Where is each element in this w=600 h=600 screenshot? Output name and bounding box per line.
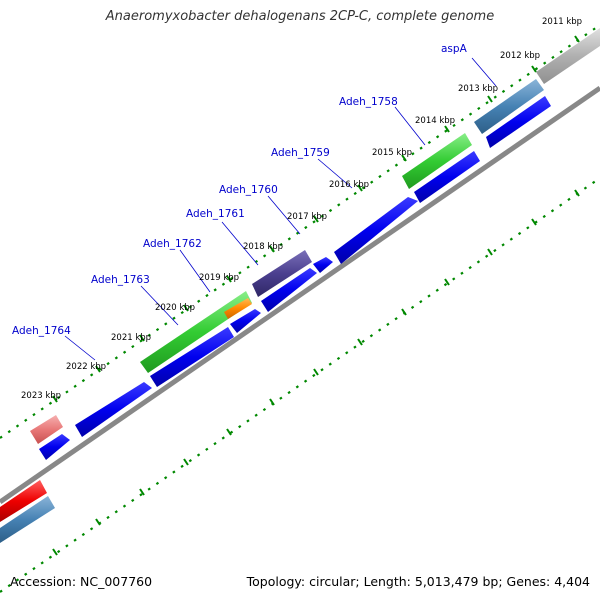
gene-label-Adeh_1760[interactable]: Adeh_1760 xyxy=(219,184,278,196)
kbp-label: 2017 kbp xyxy=(287,212,327,222)
kbp-labels: 2011 kbp 2012 kbp 2013 kbp 2014 kbp 2015… xyxy=(21,17,582,401)
genome-summary-text: Topology: circular; Length: 5,013,479 bp… xyxy=(246,574,590,589)
kbp-label: 2023 kbp xyxy=(21,391,61,401)
kbp-label: 2020 kbp xyxy=(155,303,195,313)
steelblue-feature[interactable] xyxy=(0,496,55,543)
cds-arrow[interactable] xyxy=(414,151,480,203)
orange-feature[interactable] xyxy=(224,298,252,319)
red-feature[interactable] xyxy=(0,480,47,522)
gene-label-Adeh_1758[interactable]: Adeh_1758 xyxy=(339,96,398,108)
cds-arrow[interactable] xyxy=(150,327,234,387)
kbp-label: 2012 kbp xyxy=(500,51,540,61)
inner-tick-track xyxy=(0,177,600,593)
cds-features xyxy=(39,96,551,460)
gene-label-Adeh_1759[interactable]: Adeh_1759 xyxy=(271,147,330,159)
kbp-label: 2015 kbp xyxy=(372,148,412,158)
kbp-label: 2021 kbp xyxy=(111,333,151,343)
outer-tick-track xyxy=(0,24,600,439)
gene-labels: aspA Adeh_1758 Adeh_1759 Adeh_1760 Adeh_… xyxy=(12,43,468,337)
major-ticks xyxy=(52,35,580,403)
inner-major-ticks xyxy=(52,189,580,556)
Adeh_1758-feature[interactable] xyxy=(402,133,472,189)
gray-feature[interactable] xyxy=(536,28,600,84)
accession-text: Accession: NC_007760 xyxy=(10,574,153,589)
kbp-label: 2013 kbp xyxy=(458,84,498,94)
gene-label-Adeh_1764[interactable]: Adeh_1764 xyxy=(12,325,71,337)
kbp-label: 2018 kbp xyxy=(243,242,283,252)
cds-arrow[interactable] xyxy=(75,382,152,437)
kbp-label: 2014 kbp xyxy=(415,116,455,126)
cds-arrow[interactable] xyxy=(261,268,317,312)
forward-features xyxy=(30,28,600,444)
Adeh_1762-feature[interactable] xyxy=(140,291,252,373)
gene-label-Adeh_1763[interactable]: Adeh_1763 xyxy=(91,274,150,286)
kbp-label: 2022 kbp xyxy=(66,362,106,372)
cds-arrow[interactable] xyxy=(313,257,333,273)
map-title: Anaeromyxobacter dehalogenans 2CP-C, com… xyxy=(105,9,495,24)
cds-arrow[interactable] xyxy=(39,434,70,460)
kbp-label: 2011 kbp xyxy=(542,17,582,27)
genome-backbone xyxy=(0,85,600,505)
kbp-label: 2019 kbp xyxy=(199,273,239,283)
kbp-label: 2016 kbp xyxy=(329,180,369,190)
gene-label-Adeh_1761[interactable]: Adeh_1761 xyxy=(186,208,245,220)
gene-label-Adeh_1762[interactable]: Adeh_1762 xyxy=(143,238,202,250)
cds-arrow[interactable] xyxy=(230,309,261,333)
gene-label-aspA[interactable]: aspA xyxy=(441,43,468,55)
Adeh_1764-feature[interactable] xyxy=(30,415,63,444)
aspA-feature[interactable] xyxy=(474,79,544,134)
cds-arrow[interactable] xyxy=(486,96,551,148)
label-leaders xyxy=(64,57,497,361)
Adeh_1760-feature[interactable] xyxy=(252,250,312,297)
cds-arrow[interactable] xyxy=(334,197,418,264)
